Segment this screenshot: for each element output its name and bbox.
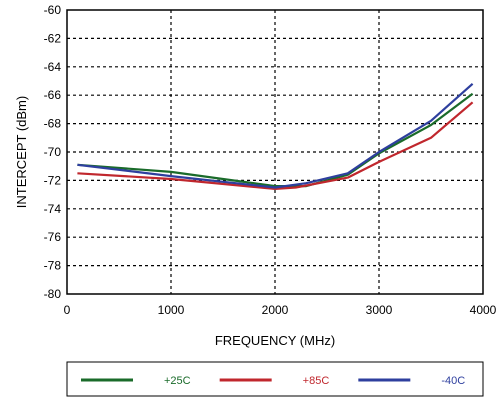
y-tick-label: -72 [44, 173, 62, 187]
y-axis-label: INTERCEPT (dBm) [14, 96, 29, 208]
plot-area-frame [66, 9, 484, 295]
x-axis-label: FREQUENCY (MHz) [215, 333, 335, 348]
legend-label-3: -40C [441, 375, 465, 387]
x-tick-label: 1000 [158, 303, 185, 317]
y-tick-label: -74 [44, 202, 62, 216]
series-lines [77, 82, 474, 190]
legend-label-1: +25C [164, 375, 191, 387]
y-tick-label: -78 [44, 259, 62, 273]
x-tick-label: 4000 [470, 303, 497, 317]
x-tick-label: 0 [64, 303, 71, 317]
x-tick-label: 3000 [366, 303, 393, 317]
tick-labels: -60 -62 -64 -66 -68 -70 -72 -74 -76 -78 -800 1000 20… [44, 3, 497, 317]
series-line-3 [77, 82, 474, 189]
legend-label-2: +85C [303, 375, 330, 387]
y-tick-label: -66 [44, 88, 62, 102]
y-tick-label: -70 [44, 145, 62, 159]
y-tick-label: -60 [44, 3, 62, 17]
legend: +25C +85C -40C [66, 361, 484, 397]
y-tick-label: -62 [44, 31, 62, 45]
y-tick-label: -64 [44, 60, 62, 74]
series-line-2 [77, 101, 474, 190]
y-tick-label: -68 [44, 117, 62, 131]
series-line-1 [77, 92, 474, 188]
x-tick-label: 2000 [262, 303, 289, 317]
y-tick-label: -76 [44, 230, 62, 244]
y-tick-label: -80 [44, 287, 62, 301]
legend-box [66, 361, 484, 397]
grid [67, 10, 483, 294]
